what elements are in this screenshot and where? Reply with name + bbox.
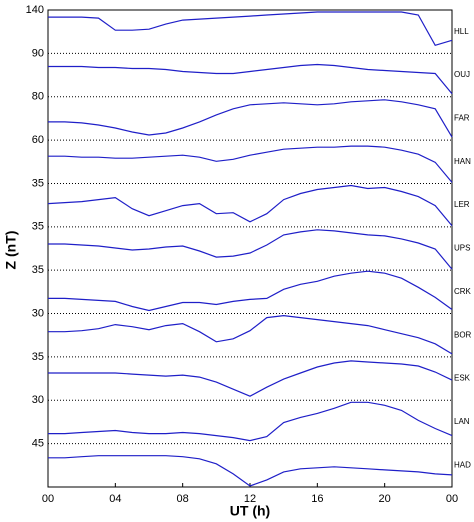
station-label: HAD <box>454 460 471 469</box>
y-axis-label: Z (nT) <box>3 231 19 270</box>
y-tick-label: 35 <box>32 177 44 189</box>
station-trace <box>48 401 453 442</box>
x-tick-label: 12 <box>244 493 256 505</box>
y-tick-label: 35 <box>32 221 44 233</box>
station-label: ESK <box>454 374 471 383</box>
station-label: LER <box>454 200 470 209</box>
x-tick-label: 04 <box>109 493 121 505</box>
y-tick-label: 60 <box>32 134 44 146</box>
station-label: UPS <box>454 244 470 253</box>
station-label: BOR <box>454 330 472 339</box>
station-trace <box>48 11 453 47</box>
station-label: HLL <box>454 27 469 36</box>
station-trace <box>48 229 453 270</box>
station-trace <box>48 455 453 487</box>
station-trace <box>48 63 453 95</box>
y-tick-label: 80 <box>32 91 44 103</box>
x-tick-label: 20 <box>379 493 391 505</box>
y-tick-label: 45 <box>32 438 44 450</box>
y-tick-label: 30 <box>32 394 44 406</box>
y-tick-label: 140 <box>26 4 44 16</box>
station-trace <box>48 99 453 138</box>
station-trace <box>47 184 453 227</box>
station-trace <box>48 360 453 397</box>
y-tick-label: 35 <box>32 351 44 363</box>
station-trace <box>48 145 453 183</box>
station-label: HAN <box>454 157 471 166</box>
station-trace <box>48 314 453 355</box>
x-axis-label: UT (h) <box>230 503 270 519</box>
x-tick-label: 00 <box>446 493 458 505</box>
x-tick-label: 16 <box>311 493 323 505</box>
y-tick-label: 30 <box>32 307 44 319</box>
y-tick-label: 35 <box>32 264 44 276</box>
station-label: LAN <box>454 417 470 426</box>
station-trace <box>48 270 453 312</box>
station-label: OUJ <box>454 70 470 79</box>
y-tick-label: 90 <box>32 47 44 59</box>
station-label: CRK <box>454 287 472 296</box>
plot-frame <box>47 9 453 488</box>
x-tick-label: 00 <box>42 493 54 505</box>
station-label: FAR <box>454 114 470 123</box>
x-tick-label: 08 <box>177 493 189 505</box>
